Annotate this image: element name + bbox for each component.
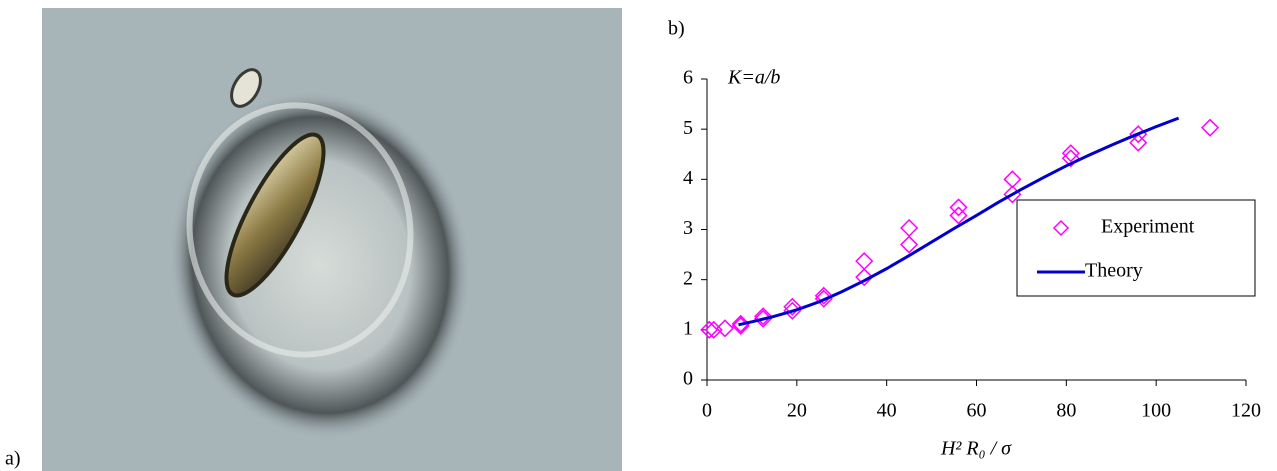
y-tick-label: 5 [683, 117, 693, 139]
x-tick-label: 40 [877, 400, 897, 422]
data-point [949, 198, 968, 217]
data-point [700, 320, 719, 339]
theory-line [738, 116, 1180, 327]
data-point [731, 314, 750, 333]
data-point [754, 309, 773, 328]
data-point [855, 268, 874, 287]
data-point [1061, 144, 1080, 163]
data-point [900, 218, 919, 238]
data-point [715, 319, 735, 338]
data-point [783, 297, 802, 316]
data-point [1201, 118, 1220, 137]
legend-swatch [1052, 219, 1070, 237]
data-point [900, 235, 919, 254]
panel-label: a) [5, 448, 21, 470]
y-tick-label: 3 [683, 217, 693, 239]
data-point [1003, 170, 1022, 189]
y-tick-label: 1 [683, 317, 693, 339]
x-tick-label: 80 [1056, 400, 1076, 422]
y-tick-label: 2 [683, 267, 693, 289]
data-point [1129, 133, 1148, 152]
x-axis-title: H² R₀ / σ [940, 438, 1012, 460]
x-tick-label: 60 [967, 400, 987, 422]
panel-label: b) [668, 18, 685, 40]
data-point [855, 252, 874, 271]
y-tick-label: 6 [683, 67, 693, 89]
legend-label: Theory [1085, 260, 1143, 282]
x-tick-label: 120 [1231, 400, 1261, 422]
y-tick-label: 4 [683, 167, 693, 189]
x-tick-label: 20 [787, 400, 807, 422]
data-point [754, 307, 773, 326]
legend-label: Experiment [1101, 216, 1195, 238]
y-tick-label: 0 [683, 368, 693, 390]
photo [42, 8, 622, 471]
data-point [949, 206, 968, 225]
x-tick-label: 100 [1141, 400, 1171, 422]
x-tick-label: 0 [702, 400, 712, 422]
legend-box [1016, 199, 1256, 297]
data-point [814, 286, 833, 305]
y-axis-title: K=a/b [727, 67, 780, 89]
